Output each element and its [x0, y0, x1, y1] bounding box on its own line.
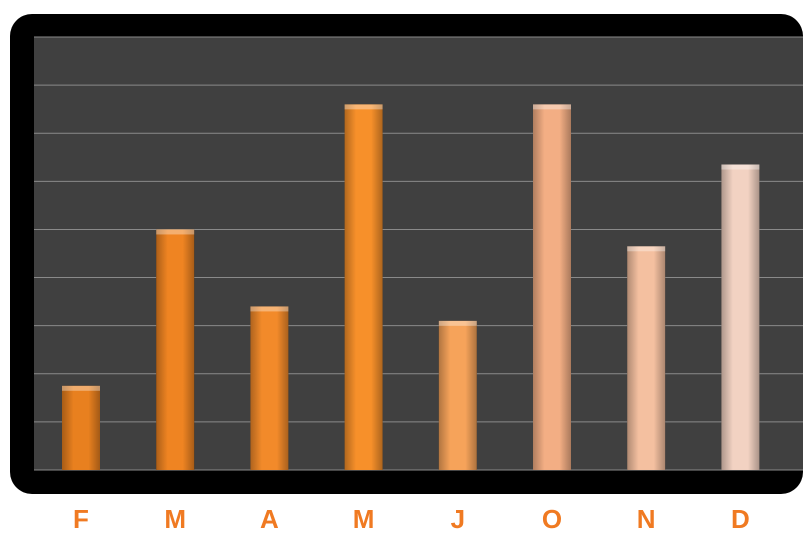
- bar-7: [721, 164, 760, 470]
- bar-highlight: [533, 104, 571, 110]
- bar: [156, 229, 195, 470]
- x-tick-label: A: [260, 504, 279, 534]
- bar-2: [250, 306, 289, 470]
- bar-highlight: [344, 104, 383, 110]
- bar: [344, 104, 383, 470]
- bar: [533, 104, 571, 470]
- bar-chart: [34, 36, 803, 471]
- bar-highlight: [721, 164, 760, 170]
- bar-highlight: [156, 229, 195, 235]
- bar-highlight: [250, 306, 289, 312]
- bar-6: [627, 246, 666, 470]
- x-tick-label: J: [450, 504, 466, 534]
- plot-area: [34, 37, 803, 470]
- x-tick-label: M: [352, 504, 375, 534]
- bar: [250, 306, 289, 470]
- bar: [627, 246, 666, 470]
- bar: [438, 320, 477, 470]
- bar-0: [62, 385, 100, 470]
- x-tick-label: D: [731, 504, 750, 534]
- bar-highlight: [62, 385, 100, 391]
- bar-1: [156, 229, 195, 470]
- bar-3: [344, 104, 383, 470]
- x-tick-label: M: [164, 504, 187, 534]
- bar-5: [533, 104, 571, 470]
- x-tick-label: F: [73, 504, 89, 534]
- bar: [62, 385, 100, 470]
- x-tick-label: O: [541, 504, 563, 534]
- bar-4: [438, 320, 477, 470]
- bar-highlight: [627, 246, 666, 252]
- bar-highlight: [438, 320, 477, 326]
- bars: [62, 104, 760, 470]
- bar: [721, 164, 760, 470]
- x-tick-label: N: [636, 504, 656, 534]
